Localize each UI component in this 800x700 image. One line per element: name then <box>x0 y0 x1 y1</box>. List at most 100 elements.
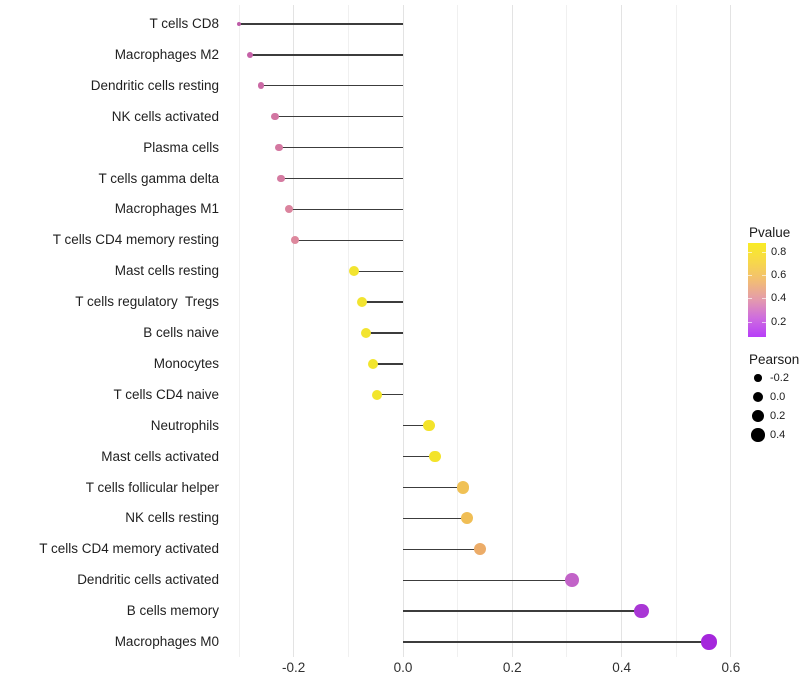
lollipop-stem <box>372 363 403 365</box>
row-label: Plasma cells <box>143 139 219 155</box>
row-label: B cells naive <box>143 325 219 340</box>
x-tick-label: 0.4 <box>612 660 631 675</box>
lollipop-dot <box>257 82 265 90</box>
lollipop-stem <box>260 85 403 87</box>
x-tick-label: 0.2 <box>502 660 522 675</box>
gridline-major <box>621 5 623 657</box>
lollipop-stem <box>249 54 403 56</box>
row-label: T cells CD4 memory resting <box>52 232 219 248</box>
lollipop-stem <box>403 579 572 581</box>
pearson-legend-dot <box>752 410 764 422</box>
lollipop-dot <box>277 174 285 183</box>
lollipop-dot <box>348 266 359 277</box>
row-label: B cells memory <box>126 603 219 619</box>
x-tick-label: -0.2 <box>282 660 306 675</box>
lollipop-stem <box>403 486 464 489</box>
lollipop-stem <box>403 548 481 550</box>
lollipop-dot <box>460 512 474 525</box>
lollipop-stem <box>362 301 403 303</box>
row-label: Mast cells resting <box>114 263 219 279</box>
colorbar-tick <box>762 297 766 299</box>
colorbar-tick <box>762 321 766 323</box>
pearson-legend-title: Pearson <box>749 352 800 367</box>
lollipop-stem <box>275 116 403 118</box>
colorbar-tick <box>762 252 766 254</box>
colorbar-tick <box>748 321 752 323</box>
pearson-legend-label: 0.0 <box>770 391 786 403</box>
lollipop-dot <box>633 603 649 619</box>
pearson-legend-label: 0.4 <box>770 429 786 441</box>
gridline-major <box>730 5 732 657</box>
pvalue-tick-label: 0.4 <box>771 291 787 304</box>
lollipop-stem <box>365 332 403 334</box>
row-label: NK cells resting <box>125 510 219 526</box>
lollipop-dot <box>236 21 242 27</box>
lollipop-dot <box>429 450 442 463</box>
gridline-minor <box>675 5 677 657</box>
lollipop-dot <box>290 236 299 245</box>
pearson-legend-dot <box>754 374 762 382</box>
gridline-major <box>511 5 513 657</box>
pearson-legend-dot <box>751 428 765 442</box>
row-label: T cells follicular helper <box>85 479 219 495</box>
gridline-major <box>293 5 295 657</box>
row-label: T cells CD8 <box>149 16 219 31</box>
row-label: Macrophages M1 <box>114 201 219 217</box>
colorbar-tick <box>748 297 752 299</box>
row-label: Dendritic cells activated <box>77 572 219 588</box>
lollipop-dot <box>564 573 579 588</box>
pvalue-legend-title: Pvalue <box>749 225 791 240</box>
lollipop-stem <box>403 610 642 612</box>
lollipop-dot <box>271 112 279 121</box>
x-tick-label: 0.0 <box>393 660 413 675</box>
colorbar-tick <box>748 252 752 254</box>
row-label: Neutrophils <box>150 417 219 433</box>
x-tick-label: 0.6 <box>721 660 741 675</box>
lollipop-dot <box>473 543 487 556</box>
row-label: Macrophages M0 <box>114 634 219 649</box>
lollipop-dot <box>701 634 717 650</box>
lollipop-dot <box>360 327 371 339</box>
gridline-major <box>402 5 404 657</box>
pvalue-tick-label: 0.2 <box>771 315 787 328</box>
row-label: Dendritic cells resting <box>90 77 219 93</box>
lollipop-stem <box>376 394 403 396</box>
lollipop-dot <box>367 358 379 370</box>
row-label: T cells regulatory Tregs <box>75 294 219 310</box>
row-label: T cells gamma delta <box>98 170 219 186</box>
lollipop-stem <box>289 208 403 211</box>
lollipop-dot <box>275 143 283 152</box>
pvalue-tick-label: 0.8 <box>771 246 787 259</box>
row-label: T cells CD4 memory activated <box>39 541 219 557</box>
lollipop-stem <box>403 455 436 458</box>
row-label: NK cells activated <box>111 108 219 124</box>
lollipop-stem <box>239 23 403 25</box>
pearson-legend-label: -0.2 <box>770 372 789 384</box>
lollipop-stem <box>281 177 403 180</box>
gridline-minor <box>238 5 240 657</box>
gridline-minor <box>347 5 349 657</box>
colorbar-tick <box>762 274 766 276</box>
lollipop-dot <box>423 419 435 432</box>
lollipop-dot <box>246 51 254 58</box>
lollipop-stem <box>278 146 403 149</box>
pvalue-tick-label: 0.6 <box>771 268 787 281</box>
lollipop-stem <box>403 641 710 643</box>
pearson-legend-dot <box>752 391 764 403</box>
row-label: Mast cells activated <box>101 448 219 464</box>
gridline-minor <box>566 5 568 657</box>
lollipop-stem <box>403 425 430 427</box>
row-label: Monocytes <box>153 355 219 371</box>
lollipop-stem <box>353 270 403 272</box>
lollipop-stem <box>294 239 403 241</box>
pearson-legend-label: 0.2 <box>770 410 786 422</box>
lollipop-dot <box>285 205 294 214</box>
colorbar-tick <box>748 274 752 276</box>
lollipop-stem <box>403 517 467 520</box>
row-label: T cells CD4 naive <box>113 386 219 402</box>
row-label: Macrophages M2 <box>114 46 219 62</box>
lollipop-dot <box>457 481 470 494</box>
gridline-minor <box>457 5 459 657</box>
pvalue-colorbar-gradient <box>748 243 766 337</box>
